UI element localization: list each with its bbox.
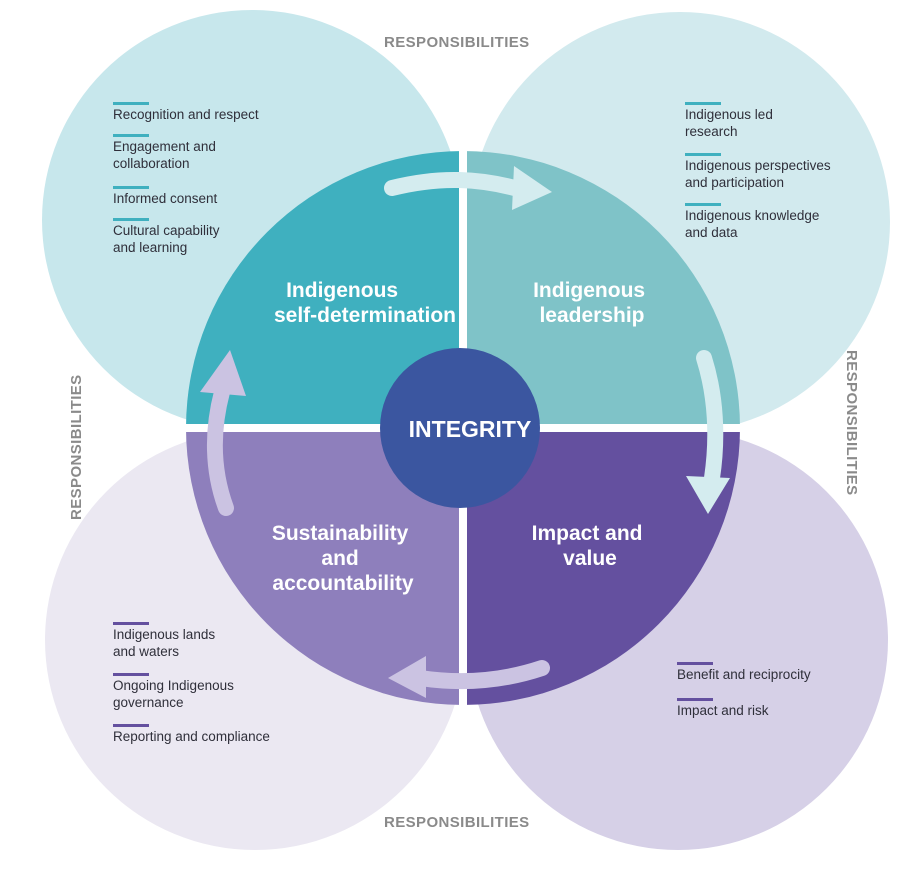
responsibility-text: and waters xyxy=(113,644,179,659)
responsibility-text: Indigenous knowledge xyxy=(685,208,819,223)
responsibility-list-bottom-right: Benefit and reciprocity Impact and risk xyxy=(677,662,811,718)
responsibility-item: Impact and risk xyxy=(677,698,769,718)
responsibility-text: Engagement and xyxy=(113,139,216,154)
arrow-bottom-icon xyxy=(412,660,550,690)
responsibility-bar xyxy=(685,153,721,156)
arrow-top-icon xyxy=(384,172,530,198)
quadrant-title-line: Sustainability xyxy=(272,522,409,545)
responsibility-text: Indigenous lands xyxy=(113,627,215,642)
responsibility-item: Benefit and reciprocity xyxy=(677,662,811,682)
arrow-left-icon xyxy=(206,384,234,516)
quadrant-title-top-left: Indigenous self-determination xyxy=(274,279,456,327)
quadrant-title-line: Indigenous xyxy=(286,279,398,302)
responsibility-bar xyxy=(685,203,721,206)
responsibility-item: Recognition and respect xyxy=(113,102,259,122)
responsibility-bar xyxy=(677,698,713,701)
responsibility-text: Recognition and respect xyxy=(113,107,259,122)
responsibility-item: Engagement and collaboration xyxy=(113,134,216,171)
arrow-left-head-icon xyxy=(200,350,246,396)
quadrant-title-line: value xyxy=(563,547,617,570)
responsibilities-label-right: RESPONSIBILITIES xyxy=(843,350,860,496)
responsibility-item: Indigenous knowledge and data xyxy=(685,203,819,240)
responsibility-text: Ongoing Indigenous xyxy=(113,678,234,693)
arrow-right-head-icon xyxy=(686,476,730,514)
responsibility-bar xyxy=(113,673,149,676)
responsibility-item: Indigenous perspectives and participation xyxy=(685,153,831,190)
responsibility-bar xyxy=(113,102,149,105)
responsibility-text: Benefit and reciprocity xyxy=(677,667,811,682)
responsibility-bar xyxy=(113,186,149,189)
arrow-right-icon xyxy=(696,350,724,486)
quadrant-title-top-right: Indigenous leadership xyxy=(533,279,651,327)
responsibility-bar xyxy=(113,724,149,727)
responsibility-item: Cultural capability and learning xyxy=(113,218,220,255)
responsibility-list-top-right: Indigenous led research Indigenous perspec… xyxy=(685,102,831,240)
responsibility-text: Informed consent xyxy=(113,191,218,206)
responsibility-bar xyxy=(113,134,149,137)
responsibility-text: and participation xyxy=(685,175,784,190)
quadrant-title-line: accountability xyxy=(272,572,414,595)
responsibilities-label-top: RESPONSIBILITIES xyxy=(384,34,530,51)
arrow-top-head-icon xyxy=(512,166,552,210)
responsibility-bar xyxy=(677,662,713,665)
responsibility-text: Cultural capability xyxy=(113,223,220,238)
responsibilities-label-left: RESPONSIBILITIES xyxy=(68,374,85,520)
responsibility-text: collaboration xyxy=(113,156,190,171)
responsibility-bar xyxy=(113,622,149,625)
responsibility-list-top-left: Recognition and respect Engagement and col… xyxy=(113,102,259,255)
responsibility-text: Indigenous perspectives xyxy=(685,158,831,173)
responsibility-text: Impact and risk xyxy=(677,703,769,718)
responsibility-list-bottom-left: Indigenous lands and waters Ongoing Indige… xyxy=(113,622,270,744)
responsibility-text: Reporting and compliance xyxy=(113,729,270,744)
responsibilities-label-bottom: RESPONSIBILITIES xyxy=(384,814,530,831)
responsibility-item: Ongoing Indigenous governance xyxy=(113,673,234,710)
cycle-arrows xyxy=(200,166,730,698)
quadrant-title-line: Impact and xyxy=(532,522,643,545)
responsibility-text: research xyxy=(685,124,738,139)
quadrant-title-bottom-left: Sustainability and accountability xyxy=(272,522,414,595)
quadrant-top-right xyxy=(463,151,740,428)
responsibility-text: and learning xyxy=(113,240,187,255)
responsibility-item: Indigenous lands and waters xyxy=(113,622,215,659)
responsibility-text: Indigenous led xyxy=(685,107,773,122)
quadrant-title-line: self-determination xyxy=(274,304,456,327)
responsibility-item: Indigenous led research xyxy=(685,102,773,139)
responsibility-item: Informed consent xyxy=(113,186,218,206)
quadrant-title-line: and xyxy=(321,547,358,570)
quadrant-title-line: leadership xyxy=(539,304,644,327)
quadrant-bottom-right xyxy=(463,428,740,705)
responsibility-text: governance xyxy=(113,695,184,710)
quadrant-top-left xyxy=(186,151,463,428)
responsibility-text: and data xyxy=(685,225,738,240)
center-circle xyxy=(380,348,540,508)
arrow-bottom-head-icon xyxy=(388,656,426,698)
quadrant-title-line: Indigenous xyxy=(533,279,645,302)
responsibility-bar xyxy=(113,218,149,221)
quadrant-bottom-left xyxy=(186,428,463,705)
quadrant-title-bottom-right: Impact and value xyxy=(532,522,649,570)
responsibility-item: Reporting and compliance xyxy=(113,724,270,744)
responsibility-bar xyxy=(685,102,721,105)
center-label: INTEGRITY xyxy=(409,416,532,442)
